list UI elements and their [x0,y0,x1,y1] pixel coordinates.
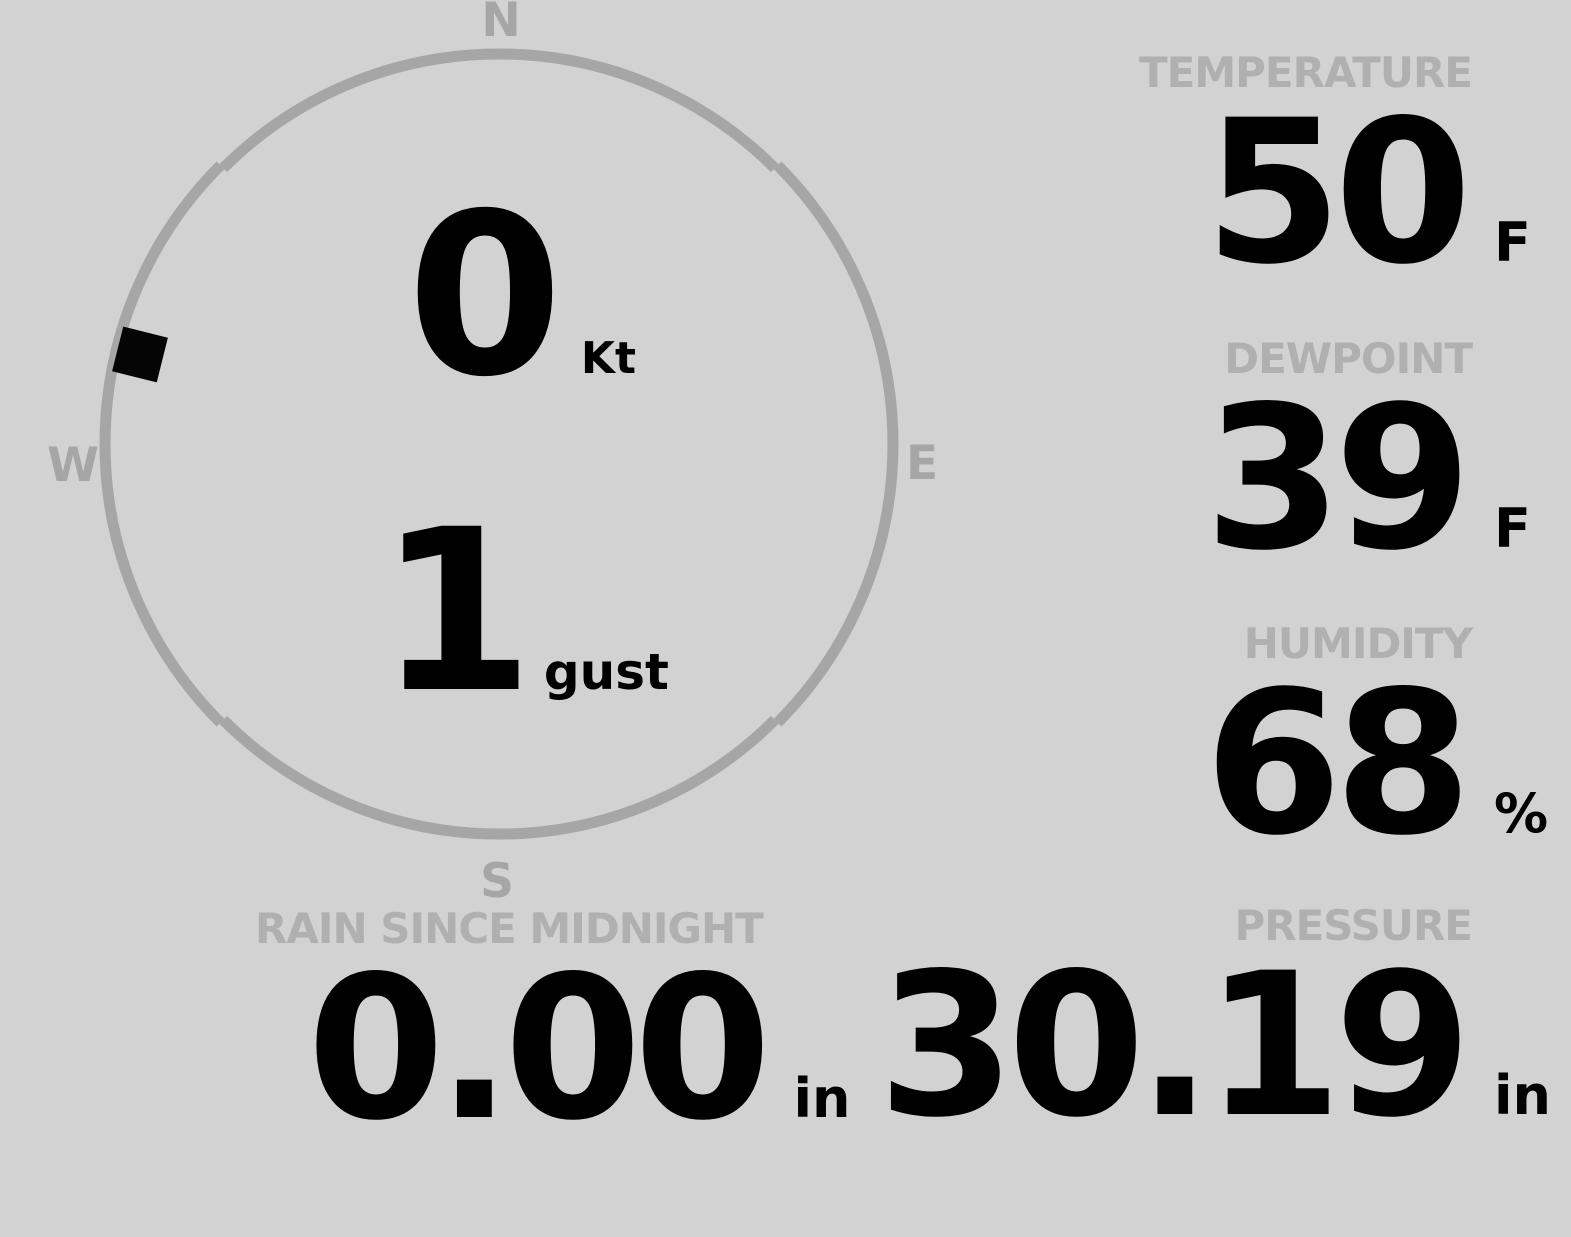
pressure-metric: PRESSURE 30.19 in [878,905,1556,1145]
dial-arc-bottom [219,715,779,840]
pressure-unit: in [1494,1064,1551,1127]
wind-gust-value: 1 [378,481,534,742]
dial-arc-left [99,161,225,727]
dewpoint-metric: DEWPOINT 39 F [1204,338,1556,578]
cardinal-south-label: S [480,854,514,909]
temperature-label: TEMPERATURE [1139,48,1473,97]
wind-direction-marker [112,326,168,383]
rain-value: 0.00 [307,933,772,1164]
compass-dial-ring [99,48,899,840]
temperature-value-row: 50 F [1204,94,1556,292]
wind-speed-readout: 0 Kt [407,184,636,408]
wind-speed-unit: Kt [580,333,636,384]
humidity-label: HUMIDITY [1243,619,1473,668]
dial-arc-top [219,48,779,173]
humidity-metric: HUMIDITY 68 % [1204,623,1556,863]
pressure-value-row: 30.19 in [878,947,1556,1145]
wind-gust-readout: 1 gust [378,500,669,724]
pressure-label: PRESSURE [1234,901,1473,950]
temperature-metric: TEMPERATURE 50 F [1139,52,1556,292]
compass-dial [99,48,899,840]
rain-value-row: 0.00 in [307,950,850,1148]
rain-unit: in [793,1067,851,1130]
dewpoint-unit: F [1494,497,1531,560]
humidity-unit: % [1494,782,1549,845]
pressure-value: 30.19 [877,930,1472,1161]
temperature-unit: F [1494,211,1531,274]
humidity-value: 68 [1204,648,1472,879]
dewpoint-label: DEWPOINT [1224,334,1473,383]
wind-speed-value: 0 [407,165,563,426]
cardinal-east-label: E [905,436,939,491]
wind-gust-unit: gust [543,643,669,701]
rain-metric: RAIN SINCE MIDNIGHT 0.00 in [255,908,850,1148]
temperature-value: 50 [1204,77,1472,308]
cardinal-west-label: W [47,438,99,493]
dewpoint-value: 39 [1204,363,1472,594]
cardinal-north-label: N [481,0,521,48]
humidity-value-row: 68 % [1204,665,1556,863]
dewpoint-value-row: 39 F [1204,380,1556,578]
rain-label: RAIN SINCE MIDNIGHT [255,904,764,953]
dial-arc-right [773,161,899,727]
